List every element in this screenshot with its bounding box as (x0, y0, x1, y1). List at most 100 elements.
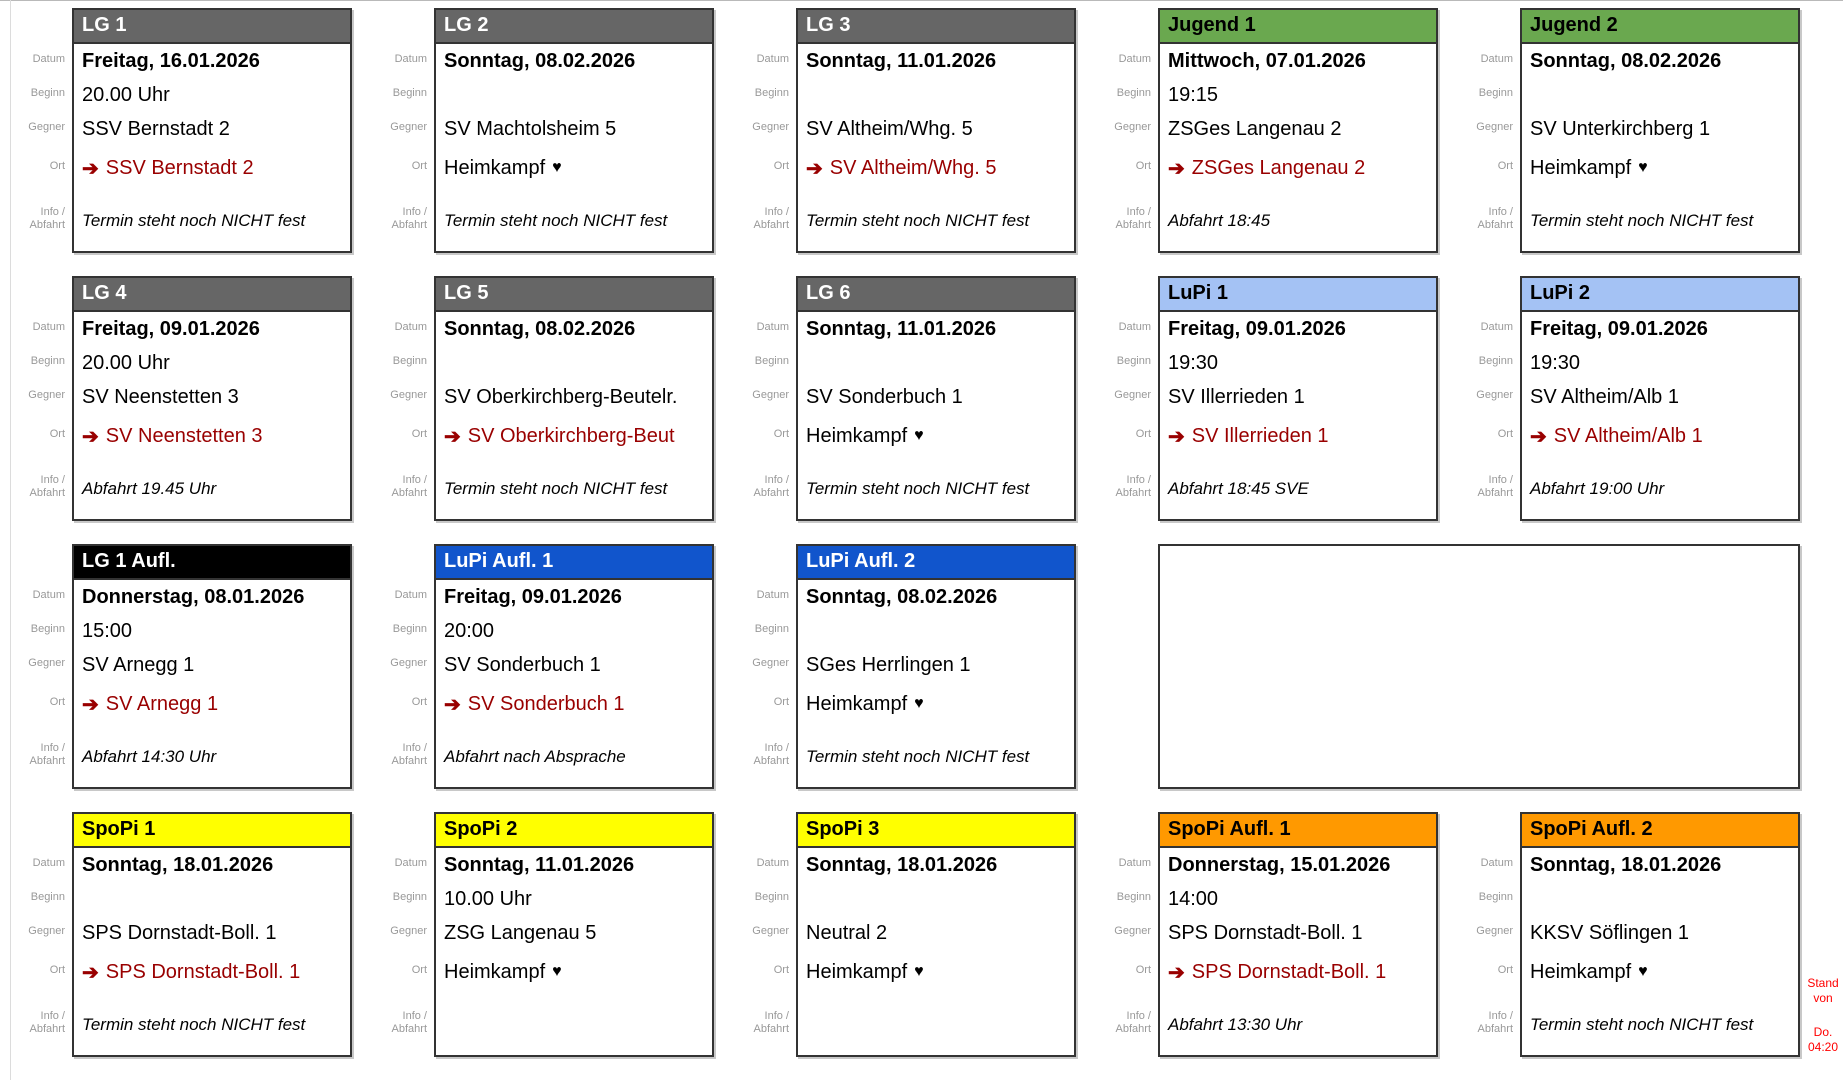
card-beginn: 20.00 Uhr (82, 351, 170, 374)
card-ort-text: SV Arnegg 1 (105, 692, 219, 715)
card-ort-link[interactable]: ➔ SV Arnegg 1 (74, 682, 350, 726)
card-ort-link[interactable]: ➔ SV Altheim/Whg. 5 (798, 146, 1074, 190)
heart-icon: ♥ (914, 427, 924, 444)
card-info: Termin steht noch NICHT fest (1530, 1014, 1754, 1034)
label-beginn: Beginn (1116, 891, 1151, 903)
field-labels: Datum Beginn Gegner Ort Info / Abfahrt (1096, 812, 1158, 1057)
label-info-line2: Abfahrt (1115, 486, 1151, 499)
label-info-abfahrt: Info / Abfahrt (1096, 456, 1158, 517)
card-info: Termin steht noch NICHT fest (82, 210, 306, 230)
label-beginn: Beginn (1116, 87, 1151, 99)
label-info-line1: Info / (40, 205, 65, 218)
label-info-abfahrt: Info / Abfahrt (10, 456, 72, 517)
label-info-line2: Abfahrt (391, 754, 427, 767)
label-info-abfahrt: Info / Abfahrt (1458, 188, 1520, 249)
card-title: LuPi Aufl. 1 (444, 550, 554, 572)
card-ort-link[interactable]: ➔ SV Sonderbuch 1 (436, 682, 712, 726)
card-datum: Freitag, 09.01.2026 (1530, 317, 1708, 340)
label-info-line1: Info / (764, 205, 789, 218)
card-ort-link[interactable]: ➔ SV Illerrieden 1 (1160, 414, 1436, 458)
schedule-cell: Datum Beginn Gegner Ort Info / Abfahrt S… (372, 812, 734, 1057)
field-labels: Datum Beginn Gegner Ort Info / Abfahrt (10, 544, 72, 789)
team-card-jugend-2: Jugend 2 Sonntag, 08.02.2026 SV Unterkir… (1520, 8, 1800, 253)
label-datum: Datum (756, 857, 789, 869)
schedule-cell: Datum Beginn Gegner Ort Info / Abfahrt S… (10, 812, 372, 1057)
arrow-icon: ➔ (82, 961, 99, 984)
label-info-abfahrt: Info / Abfahrt (372, 456, 434, 517)
schedule-row: Datum Beginn Gegner Ort Info / Abfahrt L… (10, 276, 1820, 521)
label-ort: Ort (1135, 964, 1151, 976)
card-ort-text: SPS Dornstadt-Boll. 1 (1191, 960, 1387, 983)
card-ort-text: SPS Dornstadt-Boll. 1 (105, 960, 301, 983)
team-card-lupi-1: LuPi 1 Freitag, 09.01.2026 19:30 SV Ille… (1158, 276, 1438, 521)
card-info: Termin steht noch NICHT fest (806, 478, 1030, 498)
card-header: LuPi 2 (1522, 278, 1798, 312)
field-labels: Datum Beginn Gegner Ort Info / Abfahrt (1458, 812, 1520, 1057)
label-beginn: Beginn (392, 623, 427, 635)
label-beginn: Beginn (392, 355, 427, 367)
team-card-lg-2: LG 2 Sonntag, 08.02.2026 SV Machtolsheim… (434, 8, 714, 253)
card-gegner: SV Oberkirchberg-Beutelr. (444, 385, 678, 408)
schedule-cell: Datum Beginn Gegner Ort Info / Abfahrt L… (372, 544, 734, 789)
label-info-line1: Info / (1126, 473, 1151, 486)
card-ort-link[interactable]: ➔ SV Altheim/Alb 1 (1522, 414, 1798, 458)
card-gegner: SV Arnegg 1 (82, 653, 195, 676)
card-ort-text: Heimkampf (444, 960, 546, 983)
team-card-jugend-1: Jugend 1 Mittwoch, 07.01.2026 19:15 ZSGe… (1158, 8, 1438, 253)
label-gegner: Gegner (28, 121, 65, 133)
label-datum: Datum (394, 53, 427, 65)
label-info-line2: Abfahrt (1115, 1022, 1151, 1035)
card-ort-link[interactable]: ➔ SV Neenstetten 3 (74, 414, 350, 458)
label-info-line2: Abfahrt (1477, 218, 1513, 231)
label-beginn: Beginn (754, 355, 789, 367)
card-beginn (1522, 78, 1798, 112)
card-ort-text: SV Oberkirchberg-Beut (467, 424, 675, 447)
card-ort-link[interactable]: ➔ ZSGes Langenau 2 (1160, 146, 1436, 190)
card-gegner: SGes Herrlingen 1 (806, 653, 971, 676)
card-header: LG 1 Aufl. (74, 546, 350, 580)
card-ort-link[interactable]: ➔ SPS Dornstadt-Boll. 1 (74, 950, 350, 994)
card-info: Abfahrt 19:00 Uhr (1530, 478, 1665, 498)
label-info-abfahrt: Info / Abfahrt (1458, 992, 1520, 1053)
schedule-cell: Datum Beginn Gegner Ort Info / Abfahrt L… (734, 276, 1096, 521)
card-beginn: 19:30 (1530, 351, 1581, 374)
label-datum: Datum (32, 53, 65, 65)
arrow-icon: ➔ (82, 693, 99, 716)
card-header: LG 6 (798, 278, 1074, 312)
label-beginn: Beginn (754, 87, 789, 99)
card-datum: Sonntag, 08.02.2026 (806, 585, 998, 608)
label-info-abfahrt: Info / Abfahrt (10, 188, 72, 249)
team-card-spopi-aufl-2: SpoPi Aufl. 2 Sonntag, 18.01.2026 KKSV S… (1520, 812, 1800, 1057)
card-ort-link[interactable]: ➔ SV Oberkirchberg-Beut (436, 414, 712, 458)
field-labels: Datum Beginn Gegner Ort Info / Abfahrt (734, 812, 796, 1057)
label-info-line2: Abfahrt (1477, 1022, 1513, 1035)
card-beginn (798, 614, 1074, 648)
card-title: LuPi Aufl. 2 (806, 550, 916, 572)
arrow-icon: ➔ (444, 693, 461, 716)
card-datum: Sonntag, 08.02.2026 (444, 49, 636, 72)
field-labels: Datum Beginn Gegner Ort Info / Abfahrt (734, 544, 796, 789)
field-labels: Datum Beginn Gegner Ort Info / Abfahrt (372, 8, 434, 253)
label-info-abfahrt: Info / Abfahrt (1096, 188, 1158, 249)
card-beginn: 20.00 Uhr (82, 83, 170, 106)
schedule-cell: Datum Beginn Gegner Ort Info / Abfahrt S… (734, 812, 1096, 1057)
card-info (436, 994, 712, 1055)
field-labels: Datum Beginn Gegner Ort Info / Abfahrt (734, 276, 796, 521)
card-ort-link[interactable]: ➔ SPS Dornstadt-Boll. 1 (1160, 950, 1436, 994)
card-ort-link[interactable]: ➔ SSV Bernstadt 2 (74, 146, 350, 190)
label-info-line1: Info / (40, 741, 65, 754)
card-gegner: SV Altheim/Alb 1 (1530, 385, 1679, 408)
card-beginn: 19:30 (1168, 351, 1219, 374)
field-labels: Datum Beginn Gegner Ort Info / Abfahrt (1096, 276, 1158, 521)
label-ort: Ort (773, 428, 789, 440)
label-gegner: Gegner (28, 925, 65, 937)
card-gegner: KKSV Söflingen 1 (1530, 921, 1689, 944)
card-info: Termin steht noch NICHT fest (444, 478, 668, 498)
card-title: SpoPi 2 (444, 818, 518, 840)
card-info: Abfahrt 18:45 SVE (1168, 478, 1309, 498)
card-datum: Sonntag, 18.01.2026 (82, 853, 274, 876)
team-card-lg-6: LG 6 Sonntag, 11.01.2026 SV Sonderbuch 1… (796, 276, 1076, 521)
schedule-row: Datum Beginn Gegner Ort Info / Abfahrt L… (10, 544, 1820, 789)
card-info: Abfahrt 13:30 Uhr (1168, 1014, 1303, 1034)
card-gegner: Neutral 2 (806, 921, 888, 944)
